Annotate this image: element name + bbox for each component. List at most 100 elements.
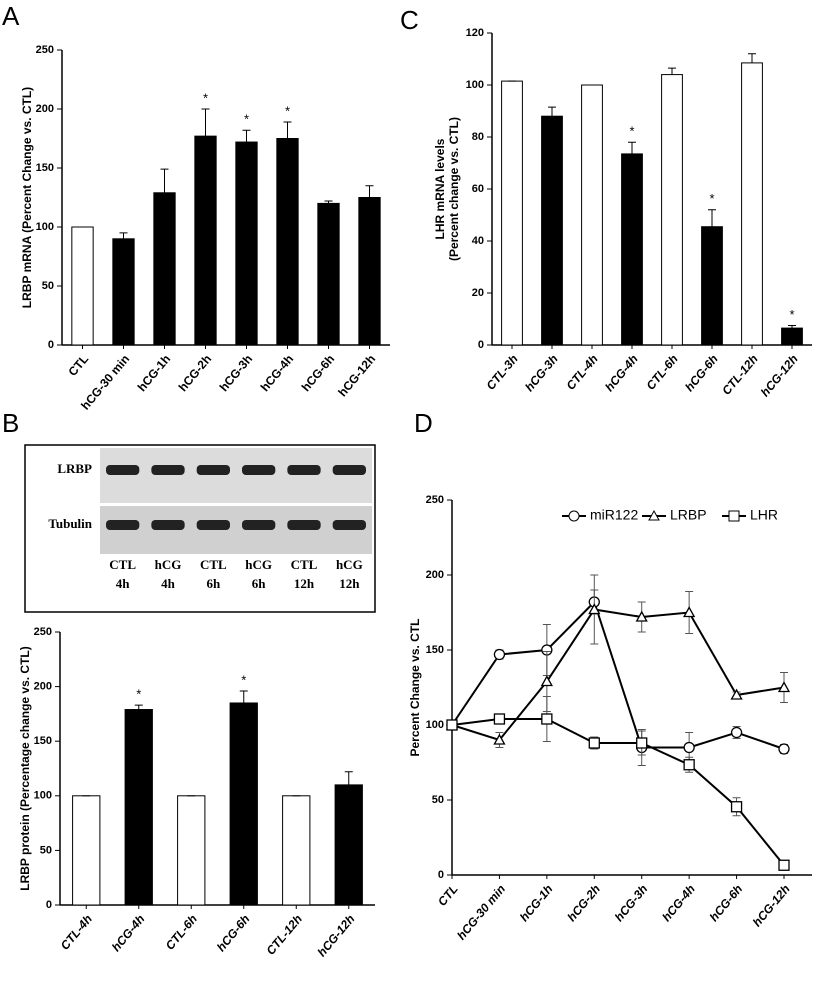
error-bar [628, 141, 636, 154]
y-tick-label: 200 [34, 681, 52, 693]
bar [541, 115, 563, 346]
blot-band [287, 520, 321, 530]
marker [778, 859, 790, 871]
line [451, 608, 785, 742]
x-tick-label: hCG-12h [335, 352, 378, 399]
blot-row-label: Tubulin [48, 516, 92, 531]
x-tick-label: hCG-6h [707, 882, 746, 924]
marker [588, 737, 600, 749]
marker [635, 610, 648, 622]
legend-label: LHR [750, 507, 778, 523]
x-tick-label: CTL-4h [58, 912, 95, 953]
blot-lane-label: 4h [161, 576, 176, 591]
y-tick-label: 50 [42, 280, 54, 292]
x-tick-label: hCG-30 min [454, 882, 508, 943]
blot-lane-label: hCG [155, 557, 182, 572]
blot-lane-label: CTL [291, 557, 318, 572]
x-tick-label: hCG-2h [564, 882, 603, 924]
y-tick-label: 100 [426, 719, 444, 731]
blot-lane-label: 6h [206, 576, 221, 591]
bar [194, 135, 217, 346]
y-tick-label: 200 [426, 569, 444, 581]
x-tick-label: CTL-6h [163, 912, 200, 953]
x-tick-label: hCG-4h [258, 352, 297, 394]
panel-label: B [2, 408, 19, 438]
bar [72, 795, 101, 906]
legend-label: miR122 [590, 507, 638, 523]
x-tick-label: hCG-6h [682, 352, 721, 394]
y-axis-title: (Percent change vs. CTL) [447, 117, 461, 261]
error-bar [239, 690, 248, 703]
bar [781, 327, 803, 346]
marker [588, 603, 601, 615]
blot-band [287, 465, 321, 475]
line [451, 600, 785, 750]
marker [636, 737, 648, 749]
marker [493, 648, 506, 661]
x-tick-label: CTL-12h [719, 352, 761, 398]
blot-lane-label: 12h [294, 576, 315, 591]
error-bar [119, 232, 128, 239]
marker [541, 713, 553, 725]
panel-label: D [414, 408, 433, 438]
error-bar [134, 704, 143, 710]
blot-lane-label: 12h [339, 576, 360, 591]
error-bar [283, 121, 292, 139]
bar [276, 138, 299, 346]
y-tick-label: 250 [36, 44, 54, 56]
error-bar [365, 185, 374, 198]
marker [730, 801, 743, 813]
marker [683, 606, 696, 618]
y-tick-label: 100 [34, 790, 52, 802]
bar [334, 784, 363, 906]
legend-marker [648, 509, 660, 521]
x-tick-label: hCG-4h [109, 912, 148, 954]
bar [124, 709, 153, 906]
x-tick-label: hCG-1h [517, 882, 556, 924]
bar [153, 192, 176, 346]
significance-mark: * [244, 112, 249, 127]
significance-mark: * [136, 687, 141, 702]
y-tick-label: 0 [46, 899, 52, 911]
x-tick-label: hCG-12h [758, 352, 801, 399]
x-tick-label: CTL [435, 882, 461, 909]
legend-marker [568, 510, 580, 522]
blot-band [332, 465, 366, 475]
x-tick-label: CTL-3h [483, 352, 520, 393]
y-tick-label: 200 [36, 103, 54, 115]
y-tick-label: 60 [472, 183, 484, 195]
y-tick-label: 0 [48, 339, 54, 351]
bar [741, 62, 763, 346]
y-axis-title: LHR mRNA levels [433, 138, 447, 239]
x-tick-label: hCG-3h [612, 882, 651, 924]
blot-band [332, 520, 366, 530]
x-tick-label: hCG-4h [602, 352, 641, 394]
significance-mark: * [709, 191, 714, 206]
error-bar [242, 129, 251, 143]
bar [661, 74, 683, 346]
blot-band [151, 465, 185, 475]
significance-mark: * [629, 124, 634, 139]
bar [112, 238, 135, 346]
y-tick-label: 0 [438, 869, 444, 881]
x-tick-label: hCG-2h [176, 352, 215, 394]
y-tick-label: 150 [34, 735, 52, 747]
bar [317, 202, 340, 346]
bar [581, 84, 603, 346]
x-tick-label: CTL-12h [263, 912, 305, 958]
bar [701, 226, 723, 346]
bar [282, 795, 311, 906]
legend-label: LRBP [670, 507, 707, 523]
x-tick-label: CTL-6h [643, 352, 680, 393]
bar [501, 80, 523, 346]
blot-lane-label: hCG [336, 557, 363, 572]
x-tick-label: hCG-1h [135, 352, 174, 394]
marker [777, 681, 791, 693]
error-bar [788, 325, 796, 329]
y-tick-label: 40 [472, 235, 484, 247]
significance-mark: * [285, 103, 290, 118]
blot-band [242, 520, 276, 530]
error-bar [668, 67, 676, 75]
blot-lane-label: CTL [109, 557, 136, 572]
